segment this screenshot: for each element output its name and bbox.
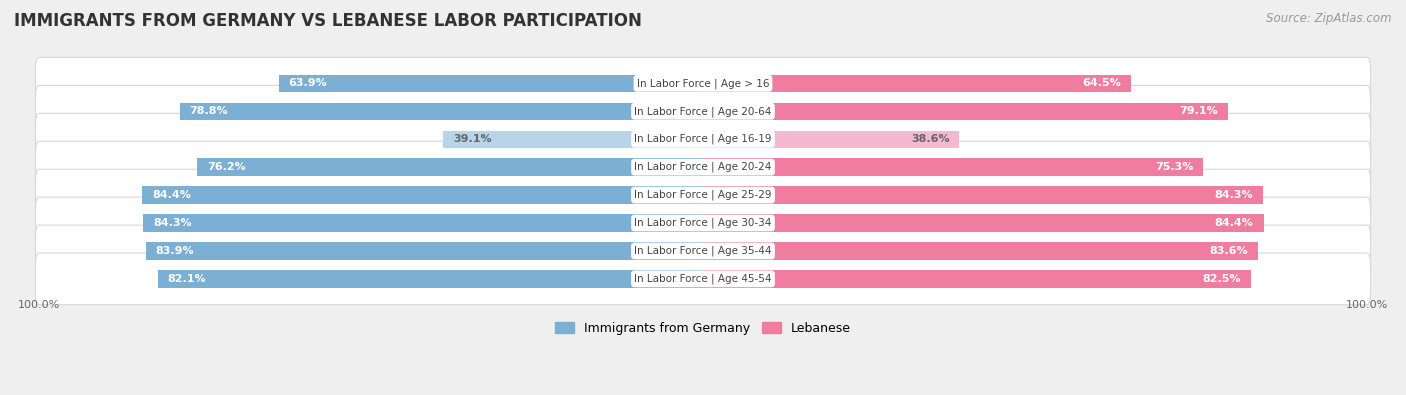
Text: 83.6%: 83.6% bbox=[1209, 246, 1249, 256]
FancyBboxPatch shape bbox=[35, 225, 1371, 277]
FancyBboxPatch shape bbox=[35, 58, 1371, 109]
Bar bbox=[703, 186, 1263, 204]
Bar bbox=[703, 214, 1264, 231]
Text: In Labor Force | Age 20-64: In Labor Force | Age 20-64 bbox=[634, 106, 772, 117]
Bar bbox=[278, 75, 703, 92]
FancyBboxPatch shape bbox=[35, 169, 1371, 221]
Bar bbox=[703, 242, 1258, 260]
Bar bbox=[180, 103, 703, 120]
Bar bbox=[143, 214, 703, 231]
Bar bbox=[146, 242, 703, 260]
Text: 83.9%: 83.9% bbox=[156, 246, 194, 256]
Text: 82.5%: 82.5% bbox=[1202, 274, 1241, 284]
Text: 82.1%: 82.1% bbox=[167, 274, 207, 284]
FancyBboxPatch shape bbox=[35, 141, 1371, 193]
Legend: Immigrants from Germany, Lebanese: Immigrants from Germany, Lebanese bbox=[550, 317, 856, 340]
FancyBboxPatch shape bbox=[35, 85, 1371, 137]
Bar bbox=[703, 270, 1251, 288]
Text: 38.6%: 38.6% bbox=[911, 134, 949, 144]
FancyBboxPatch shape bbox=[35, 253, 1371, 305]
Text: In Labor Force | Age 16-19: In Labor Force | Age 16-19 bbox=[634, 134, 772, 145]
FancyBboxPatch shape bbox=[35, 113, 1371, 165]
Text: 64.5%: 64.5% bbox=[1083, 78, 1122, 88]
Text: 76.2%: 76.2% bbox=[207, 162, 246, 172]
Bar bbox=[703, 158, 1204, 176]
Text: 84.4%: 84.4% bbox=[152, 190, 191, 200]
Text: In Labor Force | Age 25-29: In Labor Force | Age 25-29 bbox=[634, 190, 772, 200]
Text: In Labor Force | Age 35-44: In Labor Force | Age 35-44 bbox=[634, 246, 772, 256]
Bar bbox=[703, 130, 959, 148]
Text: In Labor Force | Age 45-54: In Labor Force | Age 45-54 bbox=[634, 274, 772, 284]
Text: 84.3%: 84.3% bbox=[153, 218, 191, 228]
Text: In Labor Force | Age > 16: In Labor Force | Age > 16 bbox=[637, 78, 769, 88]
Text: Source: ZipAtlas.com: Source: ZipAtlas.com bbox=[1267, 12, 1392, 25]
Text: 63.9%: 63.9% bbox=[288, 78, 328, 88]
Bar bbox=[703, 103, 1229, 120]
Text: 39.1%: 39.1% bbox=[453, 134, 492, 144]
Bar bbox=[142, 186, 703, 204]
Bar bbox=[443, 130, 703, 148]
FancyBboxPatch shape bbox=[35, 197, 1371, 249]
Bar bbox=[197, 158, 703, 176]
Bar bbox=[157, 270, 703, 288]
Text: IMMIGRANTS FROM GERMANY VS LEBANESE LABOR PARTICIPATION: IMMIGRANTS FROM GERMANY VS LEBANESE LABO… bbox=[14, 12, 643, 30]
Bar bbox=[703, 75, 1132, 92]
Text: 84.3%: 84.3% bbox=[1215, 190, 1253, 200]
Text: 75.3%: 75.3% bbox=[1154, 162, 1194, 172]
Text: In Labor Force | Age 20-24: In Labor Force | Age 20-24 bbox=[634, 162, 772, 172]
Text: 78.8%: 78.8% bbox=[190, 106, 228, 116]
Text: 84.4%: 84.4% bbox=[1215, 218, 1254, 228]
Text: 79.1%: 79.1% bbox=[1180, 106, 1219, 116]
Text: In Labor Force | Age 30-34: In Labor Force | Age 30-34 bbox=[634, 218, 772, 228]
